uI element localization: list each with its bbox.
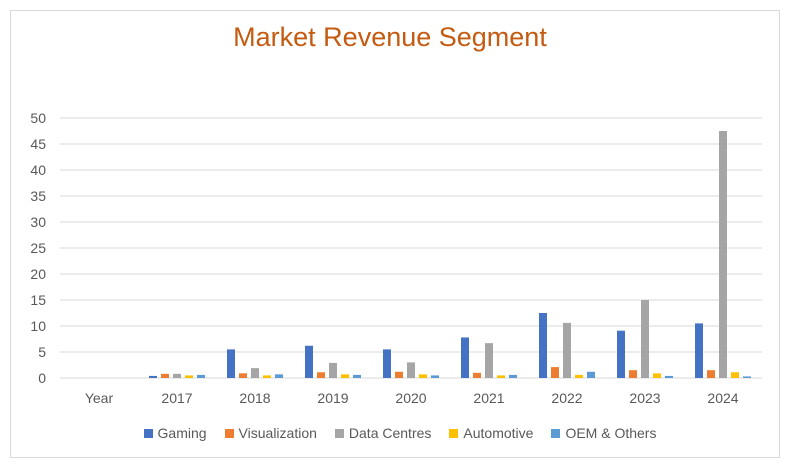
y-tick-label: 40 (30, 162, 46, 178)
x-tick-label: 2022 (551, 390, 582, 406)
x-tick-label: Year (85, 390, 114, 406)
y-tick-label: 20 (30, 266, 46, 282)
bar-visualization-2019 (317, 372, 325, 378)
y-tick-label: 35 (30, 188, 46, 204)
bar-visualization-2023 (629, 370, 637, 378)
bar-automotive-2020 (419, 374, 427, 378)
bar-visualization-2021 (473, 372, 481, 378)
bar-oem-others-2024 (743, 376, 751, 378)
legend-swatch (224, 428, 234, 438)
legend-item: Data Centres (334, 425, 432, 441)
bar-oem-others-2023 (665, 375, 673, 378)
y-tick-label: 0 (38, 370, 46, 386)
x-tick-label: 2018 (239, 390, 270, 406)
bar-gaming-2024 (695, 323, 703, 378)
y-tick-label: 45 (30, 136, 46, 152)
legend-item: Gaming (143, 425, 207, 441)
legend-label: Automotive (463, 425, 534, 441)
x-tick-label: 2023 (629, 390, 660, 406)
y-tick-label: 10 (30, 318, 46, 334)
bar-data-centres-2024 (719, 131, 727, 378)
legend-label: Visualization (238, 425, 317, 441)
bar-visualization-2024 (707, 370, 715, 378)
y-tick-label: 25 (30, 240, 46, 256)
x-tick-label: 2024 (707, 390, 738, 406)
x-tick-label: 2020 (395, 390, 426, 406)
bar-automotive-2023 (653, 373, 661, 378)
bar-gaming-2021 (461, 337, 469, 378)
chart-title: Market Revenue Segment (233, 22, 547, 52)
y-tick-label: 30 (30, 214, 46, 230)
bar-automotive-2021 (497, 375, 505, 378)
bar-gaming-2019 (305, 345, 313, 378)
bar-gaming-2020 (383, 349, 391, 378)
bar-gaming-2022 (539, 313, 547, 378)
bar-oem-others-2022 (587, 371, 595, 378)
legend-label: Gaming (157, 425, 207, 441)
y-tick-label: 5 (38, 344, 46, 360)
bar-oem-others-2020 (431, 375, 439, 378)
bar-data-centres-2018 (251, 368, 259, 378)
bar-gaming-2023 (617, 330, 625, 378)
bar-data-centres-2017 (173, 373, 181, 378)
bar-data-centres-2023 (641, 300, 649, 378)
bar-visualization-2020 (395, 371, 403, 378)
legend-item: OEM & Others (551, 425, 656, 441)
x-tick-label: 2019 (317, 390, 348, 406)
legend-item: Visualization (224, 425, 317, 441)
bar-oem-others-2017 (197, 374, 205, 378)
x-tick-label: 2021 (473, 390, 504, 406)
bar-automotive-2018 (263, 375, 271, 378)
bar-automotive-2022 (575, 374, 583, 378)
bar-automotive-2017 (185, 375, 193, 378)
legend-swatch (551, 428, 561, 438)
bar-data-centres-2020 (407, 362, 415, 378)
legend-item: Automotive (449, 425, 533, 441)
bar-oem-others-2021 (509, 374, 517, 378)
bar-automotive-2024 (731, 372, 739, 378)
bar-visualization-2017 (161, 373, 169, 378)
y-tick-label: 15 (30, 292, 46, 308)
x-tick-label: 2017 (161, 390, 192, 406)
legend-swatch (143, 428, 153, 438)
legend-swatch (334, 428, 344, 438)
legend-swatch (449, 428, 459, 438)
bar-visualization-2018 (239, 373, 247, 378)
bar-data-centres-2022 (563, 322, 571, 378)
legend-label: OEM & Others (565, 425, 657, 441)
bar-data-centres-2021 (485, 343, 493, 378)
chart-legend: Gaming Visualization Data Centres Automotiv… (0, 425, 800, 441)
bar-oem-others-2019 (353, 374, 361, 378)
bar-automotive-2019 (341, 374, 349, 378)
bar-visualization-2022 (551, 367, 559, 378)
bar-gaming-2017 (149, 375, 157, 378)
bar-gaming-2018 (227, 349, 235, 378)
y-tick-label: 50 (30, 110, 46, 126)
legend-label: Data Centres (348, 425, 432, 441)
bar-data-centres-2019 (329, 362, 337, 378)
bar-oem-others-2018 (275, 374, 283, 378)
chart-frame (10, 10, 780, 458)
